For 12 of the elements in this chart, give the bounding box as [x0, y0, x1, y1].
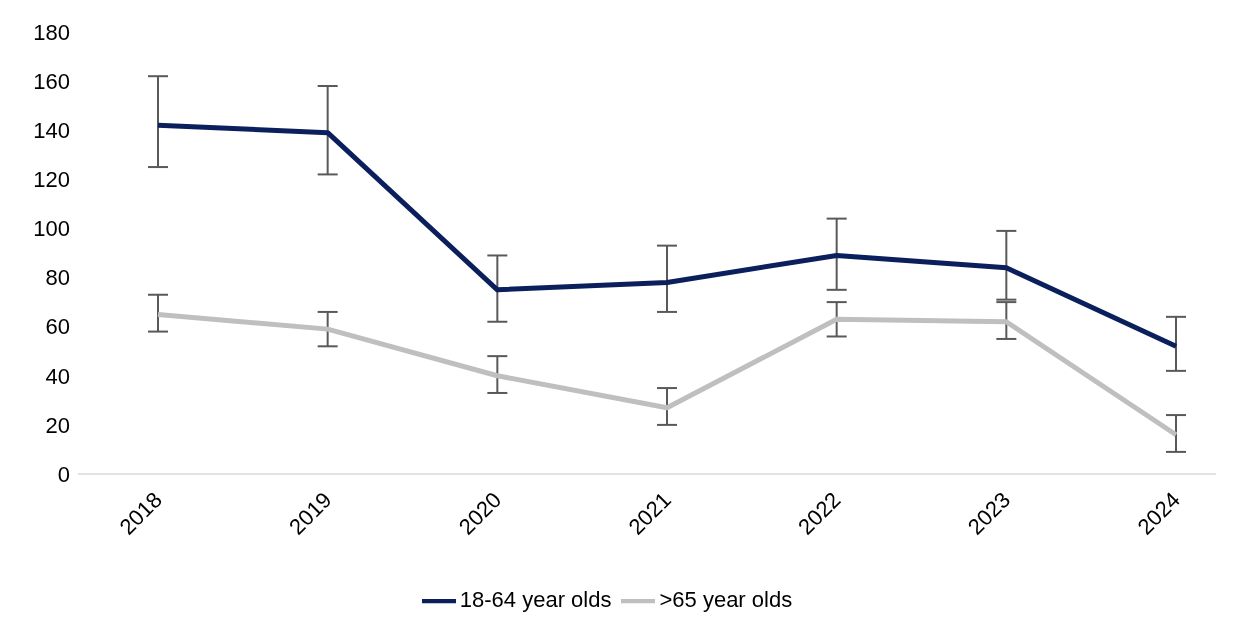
legend-label: 18-64 year olds: [459, 586, 612, 612]
y-tick-label: 80: [45, 265, 70, 291]
y-tick-label: 100: [33, 216, 70, 242]
y-tick-label: 60: [45, 314, 70, 340]
y-tick-label: 0: [57, 461, 70, 487]
y-tick-label: 180: [33, 19, 70, 45]
legend-label: >65 year olds: [659, 586, 793, 612]
y-tick-label: 120: [33, 167, 70, 193]
y-tick-label: 20: [45, 412, 70, 438]
y-tick-label: 40: [45, 363, 70, 389]
y-tick-label: 160: [33, 68, 70, 94]
y-tick-label: 140: [33, 118, 70, 144]
